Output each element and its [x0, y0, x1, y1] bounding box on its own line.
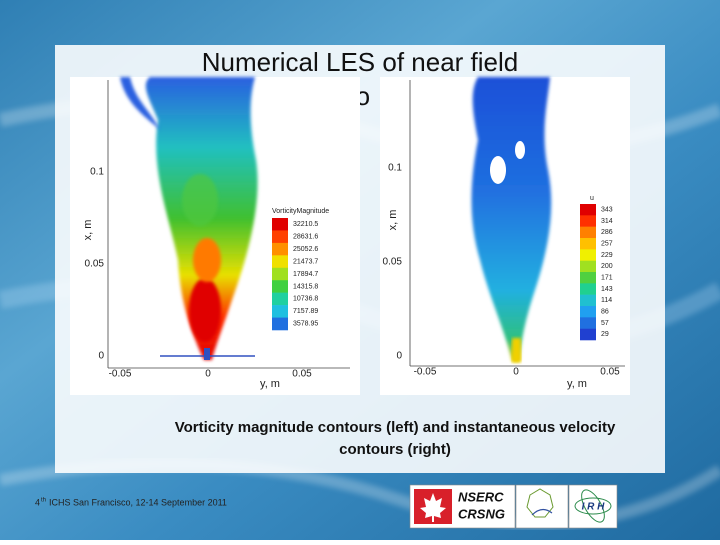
- legend-swatch: [272, 305, 288, 318]
- legend-level: 200: [601, 263, 613, 270]
- y-tick-label: 0: [396, 351, 402, 362]
- legend-level: 29: [601, 331, 609, 338]
- legend-swatch: [580, 272, 596, 284]
- legend-level: 171: [601, 275, 613, 282]
- legend-level: 21473.7: [293, 258, 318, 265]
- y-tick-label: 0.1: [90, 167, 104, 178]
- legend-level: 25052.6: [293, 246, 318, 253]
- legend-swatch: [580, 215, 596, 227]
- legend-level: 7157.89: [293, 308, 318, 315]
- legend-swatch: [580, 328, 596, 341]
- legend-level: 14315.8: [293, 283, 318, 290]
- x-tick-label: -0.05: [109, 369, 132, 380]
- legend-level: 257: [601, 241, 613, 248]
- x-axis-label: y, m: [260, 378, 280, 390]
- legend-level: 32210.5: [293, 221, 318, 228]
- y-tick-label: 0.1: [388, 163, 402, 174]
- legend-swatch: [580, 317, 596, 329]
- x-tick-label: -0.05: [414, 367, 437, 378]
- legend-swatch: [580, 306, 596, 318]
- footer-superscript: th: [41, 498, 46, 504]
- legend-level: 286: [601, 229, 613, 236]
- legend-level: 17894.7: [293, 271, 318, 278]
- x-tick-label: 0.05: [292, 369, 312, 380]
- footer: 4 th ICHS San Francisco, 12-14 September…: [35, 497, 227, 507]
- legend-level: 86: [601, 309, 609, 316]
- legend-swatch: [272, 292, 288, 306]
- irh-logo: [568, 484, 618, 529]
- footer-number: 4: [35, 497, 40, 507]
- legend-swatch: [272, 218, 288, 231]
- legend-level: 28631.6: [293, 234, 318, 241]
- x-tick-label: 0: [513, 367, 519, 378]
- x-axis-label: y, m: [567, 378, 587, 390]
- y-tick-label: 0: [98, 351, 104, 362]
- legend-swatch: [272, 230, 288, 244]
- y-tick-label: 0.05: [383, 257, 403, 268]
- title-line: Numerical LES of near field: [202, 47, 518, 77]
- caption-line: contours (right): [339, 441, 451, 458]
- legend-level: 3578.95: [293, 321, 318, 328]
- footer-text: ICHS San Francisco, 12-14 September 2011: [49, 497, 227, 507]
- legend-level: 143: [601, 286, 613, 293]
- velocity-contour: [471, 77, 552, 362]
- legend-swatch: [272, 317, 288, 331]
- irh-text: I R H: [582, 502, 606, 513]
- legend-swatch: [580, 226, 596, 239]
- legend-title: u: [590, 195, 594, 202]
- legend-title: VorticityMagnitude: [272, 208, 329, 215]
- legend-level: 343: [601, 207, 613, 214]
- x-tick-label: 0.05: [600, 367, 620, 378]
- legend-swatch: [272, 267, 288, 281]
- legend-swatch: [580, 238, 596, 250]
- legend-level: 229: [601, 252, 613, 259]
- legend-swatch: [272, 255, 288, 269]
- legend-level: 57: [601, 320, 609, 327]
- legend-swatch: [272, 280, 288, 293]
- legend-level: 314: [601, 218, 613, 225]
- legend-swatch: [580, 294, 596, 307]
- x-tick-label: 0: [205, 369, 211, 380]
- legend-level: 114: [601, 297, 612, 304]
- y-tick-label: 0.05: [85, 259, 105, 270]
- legend-level: 10736.8: [293, 296, 318, 303]
- y-axis-label: x, m: [82, 220, 94, 241]
- vorticity-contour: [120, 77, 258, 360]
- partner-logo: [515, 484, 569, 529]
- legend-swatch: [580, 260, 596, 273]
- y-axis-label: x, m: [387, 210, 399, 231]
- crsng-text: CRSNG: [458, 506, 505, 521]
- legend-swatch: [580, 204, 596, 216]
- logos: NSERC CRSNG I R H: [409, 484, 618, 529]
- caption-line: Vorticity magnitude contours (left) and …: [175, 419, 616, 436]
- legend-swatch: [272, 242, 288, 256]
- legend-swatch: [580, 249, 596, 261]
- nserc-text: NSERC: [458, 489, 504, 504]
- figure-left: [70, 77, 360, 395]
- legend-swatch: [580, 283, 596, 295]
